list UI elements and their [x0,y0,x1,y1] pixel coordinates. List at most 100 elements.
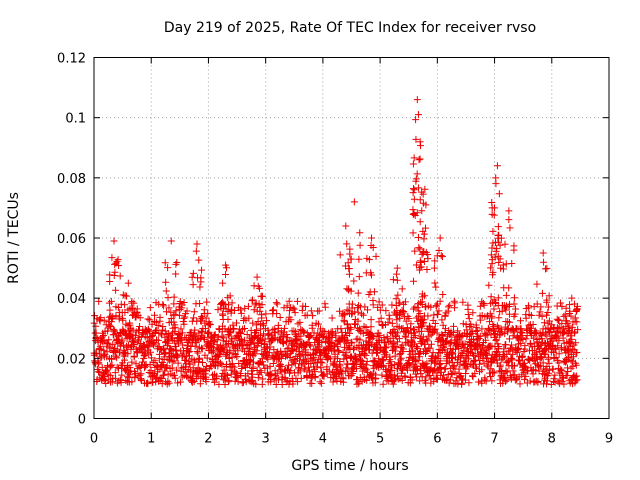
roti-marker [337,325,345,333]
roti-marker [417,323,425,331]
roti-marker [469,309,477,317]
roti-marker [495,314,503,322]
roti-marker [297,374,305,382]
roti-marker [92,322,100,330]
roti-marker [165,304,173,312]
roti-marker [318,339,326,347]
roti-marker [543,296,551,304]
roti-marker [435,307,443,315]
roti-marker [427,340,435,348]
roti-marker [167,237,175,245]
roti-marker [481,376,489,384]
roti-marker [347,325,355,333]
roti-marker [499,354,507,362]
roti-marker [121,301,129,309]
roti-marker [555,350,563,358]
roti-marker [416,264,424,272]
roti-marker [512,305,520,313]
roti-marker [417,259,425,267]
roti-marker [321,303,329,311]
roti-marker [416,245,424,253]
roti-marker [361,345,369,353]
roti-marker [228,335,236,343]
roti-marker [393,270,401,278]
roti-marker [515,344,523,352]
roti-marker [381,339,389,347]
roti-marker [436,297,444,305]
roti-marker [230,350,238,358]
roti-marker [446,376,454,384]
x-tick-label: 8 [548,432,556,447]
roti-marker [285,344,293,352]
roti-marker [224,371,232,379]
roti-marker [160,371,168,379]
roti-marker [415,184,423,192]
roti-marker [488,244,496,252]
roti-marker [289,304,297,312]
roti-marker [180,320,188,328]
roti-marker [509,367,517,375]
roti-marker [223,264,231,272]
roti-marker [449,328,457,336]
roti-marker [574,302,582,310]
roti-marker [367,323,375,331]
roti-marker [342,364,350,372]
roti-marker [217,304,225,312]
roti-marker [345,264,353,272]
roti-marker [314,320,322,328]
roti-marker [532,327,540,335]
roti-marker [275,362,283,370]
roti-marker [94,360,102,368]
roti-marker [545,292,553,300]
roti-marker [495,190,503,198]
roti-marker [126,321,134,329]
roti-marker [456,333,464,341]
roti-marker [518,329,526,337]
roti-marker [489,227,497,235]
roti-marker [444,303,452,311]
roti-marker [565,322,573,330]
roti-marker [347,338,355,346]
roti-marker [544,369,552,377]
roti-marker [419,336,427,344]
roti-marker [530,357,538,365]
roti-marker [266,343,274,351]
roti-marker [190,330,198,338]
roti-marker [188,317,196,325]
y-tick-label: 0.1 [65,112,86,127]
roti-marker [393,276,401,284]
roti-marker [416,138,424,146]
roti-marker [145,350,153,358]
roti-marker [313,363,321,371]
roti-marker [568,358,576,366]
roti-marker [170,293,178,301]
roti-marker [229,325,237,333]
roti-marker [410,305,418,313]
roti-marker [278,362,286,370]
roti-marker [156,350,164,358]
roti-marker [416,196,424,204]
roti-marker [485,325,493,333]
roti-marker [232,319,240,327]
x-tick-label: 1 [147,432,155,447]
roti-marker [566,340,574,348]
roti-marker [436,234,444,242]
roti-marker [508,355,516,363]
roti-marker [465,379,473,387]
roti-marker [517,339,525,347]
roti-marker [388,319,396,327]
roti-marker [471,370,479,378]
roti-marker [508,356,516,364]
roti-marker [113,258,121,266]
roti-marker [510,294,518,302]
roti-marker [149,379,157,387]
roti-marker [197,327,205,335]
roti-marker [416,218,424,226]
roti-marker [491,204,499,212]
roti-marker [565,310,573,318]
roti-marker [287,316,295,324]
roti-marker [490,305,498,313]
roti-marker [221,376,229,384]
roti-marker [209,375,217,383]
roti-marker [409,346,417,354]
